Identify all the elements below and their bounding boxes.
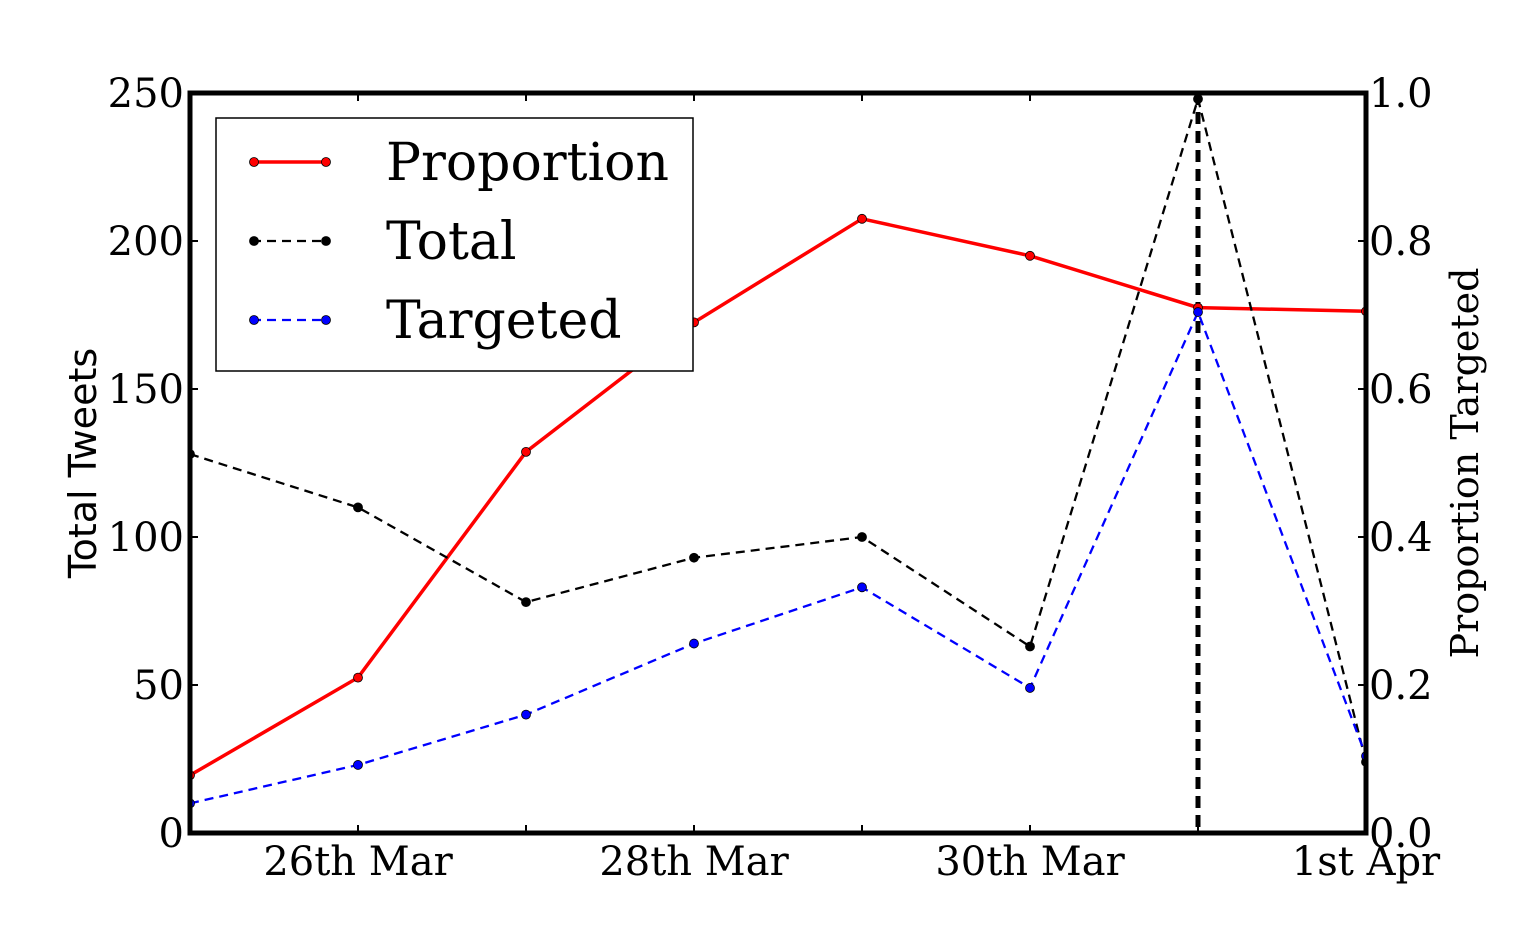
targeted-point bbox=[1025, 683, 1035, 693]
y-right-tick-label: 0.4 bbox=[1369, 515, 1433, 561]
y-left-tick-label: 150 bbox=[108, 367, 184, 413]
x-tick-label: 26th Mar bbox=[263, 839, 453, 885]
total-point bbox=[353, 502, 363, 513]
legend-marker-total bbox=[249, 236, 259, 246]
legend-marker-targeted bbox=[249, 315, 259, 325]
proportion-point bbox=[353, 672, 363, 683]
y-right-tick-label: 0.2 bbox=[1369, 663, 1433, 709]
y-left-tick-label: 250 bbox=[108, 71, 184, 117]
y-right-tick-label: 0.0 bbox=[1369, 811, 1433, 857]
total-point bbox=[689, 552, 699, 563]
y-left-tick-label: 50 bbox=[133, 663, 184, 709]
legend-marker-proportion bbox=[321, 157, 331, 167]
legend-label-targeted: Targeted bbox=[386, 291, 622, 351]
legend: Proportion Total Targeted bbox=[215, 117, 694, 372]
legend-box bbox=[215, 117, 694, 372]
targeted-point bbox=[1193, 307, 1203, 317]
y-right-tick-label: 0.8 bbox=[1369, 219, 1433, 265]
proportion-point bbox=[857, 213, 867, 224]
x-tick-label: 28th Mar bbox=[599, 839, 789, 885]
legend-label-proportion: Proportion bbox=[386, 133, 669, 193]
legend-marker-targeted bbox=[321, 315, 331, 325]
targeted-series-line bbox=[190, 309, 1366, 805]
total-point bbox=[857, 532, 867, 542]
targeted-point bbox=[857, 582, 867, 593]
y-right-axis-label: Proportion Targeted bbox=[1443, 268, 1487, 659]
plot-frame bbox=[187, 90, 1369, 836]
targeted-point bbox=[689, 638, 699, 649]
targeted-point bbox=[353, 760, 363, 770]
y-left-tick-label: 100 bbox=[108, 515, 184, 561]
x-tick-label: 1st Apr bbox=[1292, 839, 1441, 885]
targeted-point bbox=[521, 709, 531, 720]
total-point bbox=[1025, 641, 1035, 652]
legend-marker-total bbox=[321, 236, 331, 246]
x-tick-label: 30th Mar bbox=[935, 839, 1125, 885]
proportion-point bbox=[1025, 250, 1035, 261]
proportion-series-line bbox=[190, 216, 1366, 777]
legend-marker-proportion bbox=[249, 157, 259, 167]
proportion-point bbox=[521, 446, 531, 457]
chart-axes: 26th Mar 28th Mar 30th Mar 1st Apr 0 50 100 150… bbox=[61, 71, 1487, 885]
y-right-tick-label: 1.0 bbox=[1369, 71, 1433, 117]
y-right-tick-label: 0.6 bbox=[1369, 367, 1433, 413]
legend-label-total: Total bbox=[386, 212, 516, 272]
y-left-tick-label: 0 bbox=[159, 811, 184, 857]
y-left-tick-label: 200 bbox=[108, 219, 184, 265]
y-left-axis-label: Total Tweets bbox=[61, 348, 105, 579]
total-point bbox=[521, 597, 531, 608]
